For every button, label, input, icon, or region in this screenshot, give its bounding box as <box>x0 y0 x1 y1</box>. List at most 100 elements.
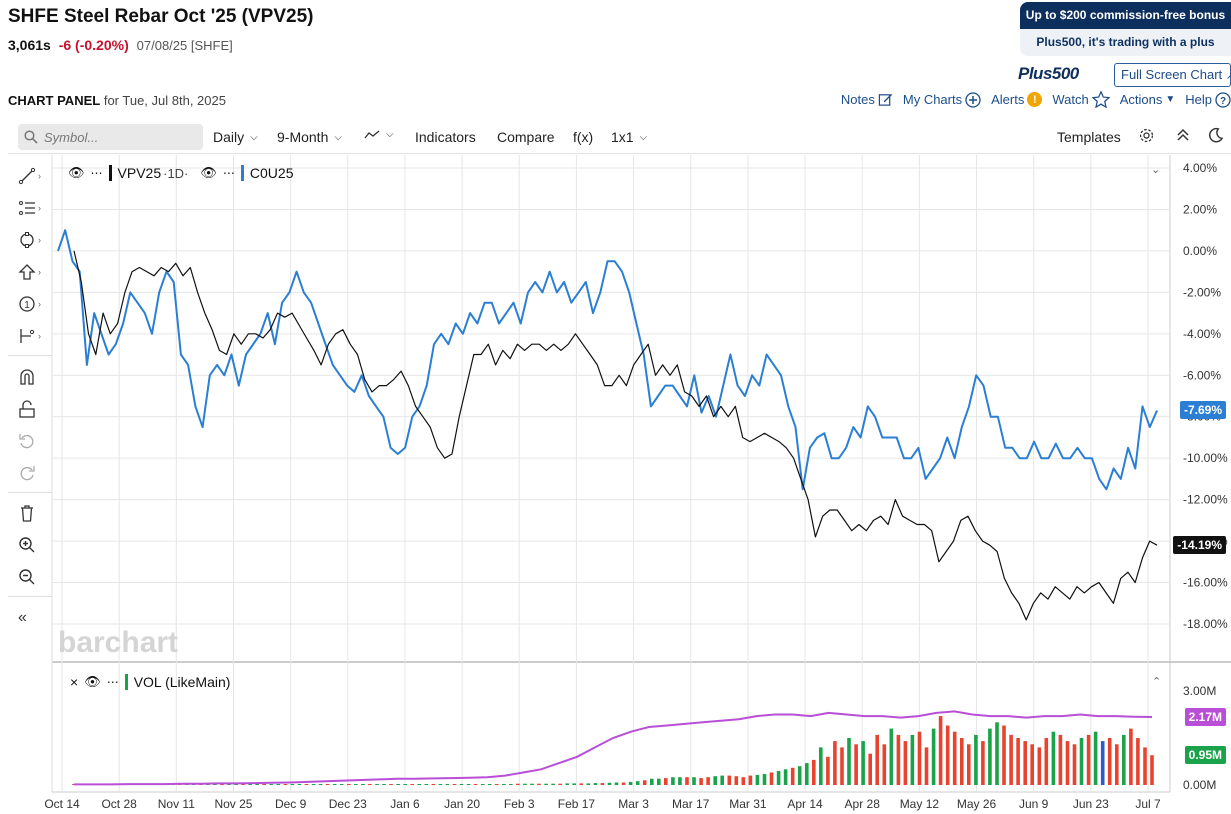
annotation-tool[interactable]: 1 › <box>18 292 46 316</box>
main-series-label[interactable]: VPV25 <box>117 165 162 181</box>
volume-bar <box>142 784 147 785</box>
x-tick-label: Jun 23 <box>1073 797 1109 811</box>
volume-bar <box>1016 738 1020 785</box>
actions-menu[interactable]: Actions ▼ <box>1120 92 1176 107</box>
volume-bar <box>220 784 224 785</box>
ad-tagline[interactable]: Plus500, it's trading with a plus <box>1020 29 1231 56</box>
eye-icon[interactable]: 👁 <box>200 165 217 180</box>
arrow-tool[interactable]: › <box>18 260 46 284</box>
volume-bar <box>537 783 541 785</box>
svg-text:?: ? <box>1220 96 1226 107</box>
collapse-toolbar-button[interactable]: « <box>18 606 46 630</box>
eye-icon[interactable]: 👁 <box>68 165 85 180</box>
volume-bar <box>1107 738 1112 785</box>
more-icon[interactable]: ⋯ <box>90 166 103 180</box>
watch-link[interactable]: Watch <box>1052 91 1110 108</box>
templates-button[interactable]: Templates <box>1057 129 1121 145</box>
delete-button[interactable] <box>18 501 46 525</box>
search-input[interactable]: Symbol... <box>44 129 99 145</box>
volume-bar <box>1044 738 1049 785</box>
layout-dropdown[interactable]: 1x1 ⌵ <box>611 129 647 145</box>
ad-banner[interactable]: Up to $200 commission-free bonus Plus500… <box>1020 2 1231 56</box>
number-circle-icon: 1 <box>19 296 35 312</box>
collapse-button[interactable] <box>1176 128 1190 142</box>
volume-label[interactable]: VOL (LikeMain) <box>133 674 231 690</box>
volume-bar <box>262 784 266 785</box>
volume-bar <box>516 783 520 785</box>
svg-text:1: 1 <box>24 300 30 311</box>
plus500-logo[interactable]: Plus500 <box>1018 64 1079 83</box>
my-charts-link[interactable]: My Charts <box>902 91 981 108</box>
my-charts-label: My Charts <box>902 92 963 107</box>
shape-tool[interactable]: › <box>18 228 46 252</box>
volume-bar <box>635 781 640 785</box>
x-tick-label: Apr 28 <box>845 797 881 811</box>
volume-bar <box>917 731 922 785</box>
indicators-button[interactable]: Indicators <box>415 129 476 145</box>
symbol-search[interactable]: Symbol... <box>18 124 203 150</box>
volume-bar <box>121 784 126 785</box>
range-dropdown[interactable]: 9-Month ⌵ <box>277 129 342 145</box>
volume-swatch <box>124 674 128 690</box>
x-tick-label: Apr 14 <box>787 797 823 811</box>
alerts-link[interactable]: Alerts ! <box>991 92 1043 107</box>
close-icon[interactable]: × <box>70 674 79 690</box>
help-link[interactable]: Help ? <box>1185 91 1231 108</box>
x-tick-label: Mar 31 <box>729 797 767 811</box>
volume-bar <box>1079 738 1084 785</box>
redo-button[interactable] <box>18 461 46 485</box>
ad-headline[interactable]: Up to $200 commission-free bonus <box>1020 2 1231 29</box>
lock-tool[interactable] <box>18 397 46 421</box>
undo-button[interactable] <box>18 429 46 453</box>
x-tick-label: Jul 7 <box>1135 797 1161 811</box>
trendline-tool[interactable]: › <box>18 164 46 188</box>
compare-last-value-tag: -7.69% <box>1179 401 1226 420</box>
volume-bar <box>572 783 576 785</box>
volume-legend: × 👁 ⋯ VOL (LikeMain) <box>70 674 230 690</box>
period-dropdown[interactable]: Daily ⌵ <box>213 129 258 145</box>
compare-button[interactable]: Compare <box>497 129 555 145</box>
toolbar-divider <box>8 355 52 356</box>
period-label: Daily <box>213 129 245 145</box>
external-link-icon: ↗ <box>1226 70 1230 82</box>
quote-line: 3,061s -6 (-0.20%) 07/08/25 [SHFE] <box>8 37 233 53</box>
price-change: -6 (-0.20%) <box>58 37 129 53</box>
zoom-out-icon <box>19 569 35 585</box>
last-price: 3,061s <box>8 37 51 53</box>
volume-bar <box>671 777 675 785</box>
help-icon: ? <box>1215 91 1231 108</box>
eye-icon[interactable]: 👁 <box>84 674 101 689</box>
compare-series-label[interactable]: C0U25 <box>249 165 294 181</box>
volume-bar <box>339 784 344 785</box>
volume-bar <box>607 782 612 785</box>
volume-bar <box>614 782 619 785</box>
fib-tool[interactable]: › <box>18 196 46 220</box>
volume-bar <box>431 784 436 785</box>
main-legend: 👁 ⋯ VPV25 ·1D· 👁 ⋯ C0U25 <box>68 165 294 181</box>
function-button[interactable]: f(x) <box>573 129 594 145</box>
volume-bar <box>192 784 196 785</box>
zoom-out-button[interactable] <box>18 565 46 589</box>
chart-type-dropdown[interactable]: ⌵ <box>364 129 394 140</box>
chart-toolbar: Symbol... Daily ⌵ 9-Month ⌵ ⌵ Indicators C… <box>8 120 1231 154</box>
magnet-tool[interactable] <box>18 365 46 389</box>
volume-bar <box>311 784 316 785</box>
edit-icon <box>878 93 892 106</box>
volume-bar <box>396 784 400 785</box>
volume-bar <box>1086 734 1091 785</box>
settings-button[interactable] <box>1138 127 1155 144</box>
x-tick-label: Jan 6 <box>390 797 420 811</box>
main-last-value-tag: -14.19% <box>1173 536 1226 555</box>
dark-mode-toggle[interactable] <box>1207 127 1224 144</box>
chevron-up-icon[interactable]: ⌃ <box>1152 676 1162 688</box>
notes-link[interactable]: Notes <box>841 92 893 107</box>
more-icon[interactable]: ⋯ <box>106 675 119 689</box>
volume-average-tag: 2.17M <box>1184 708 1226 726</box>
fullscreen-chart-button[interactable]: Full Screen Chart ↗ <box>1114 63 1231 87</box>
measure-tool[interactable]: › <box>18 324 46 348</box>
zoom-in-button[interactable] <box>18 533 46 557</box>
volume-last-tag: 0.95M <box>1184 746 1226 765</box>
main-interval-label: ·1D· <box>163 165 189 181</box>
chevron-down-icon[interactable]: ⌄ <box>1151 164 1161 176</box>
more-icon[interactable]: ⋯ <box>222 166 235 180</box>
